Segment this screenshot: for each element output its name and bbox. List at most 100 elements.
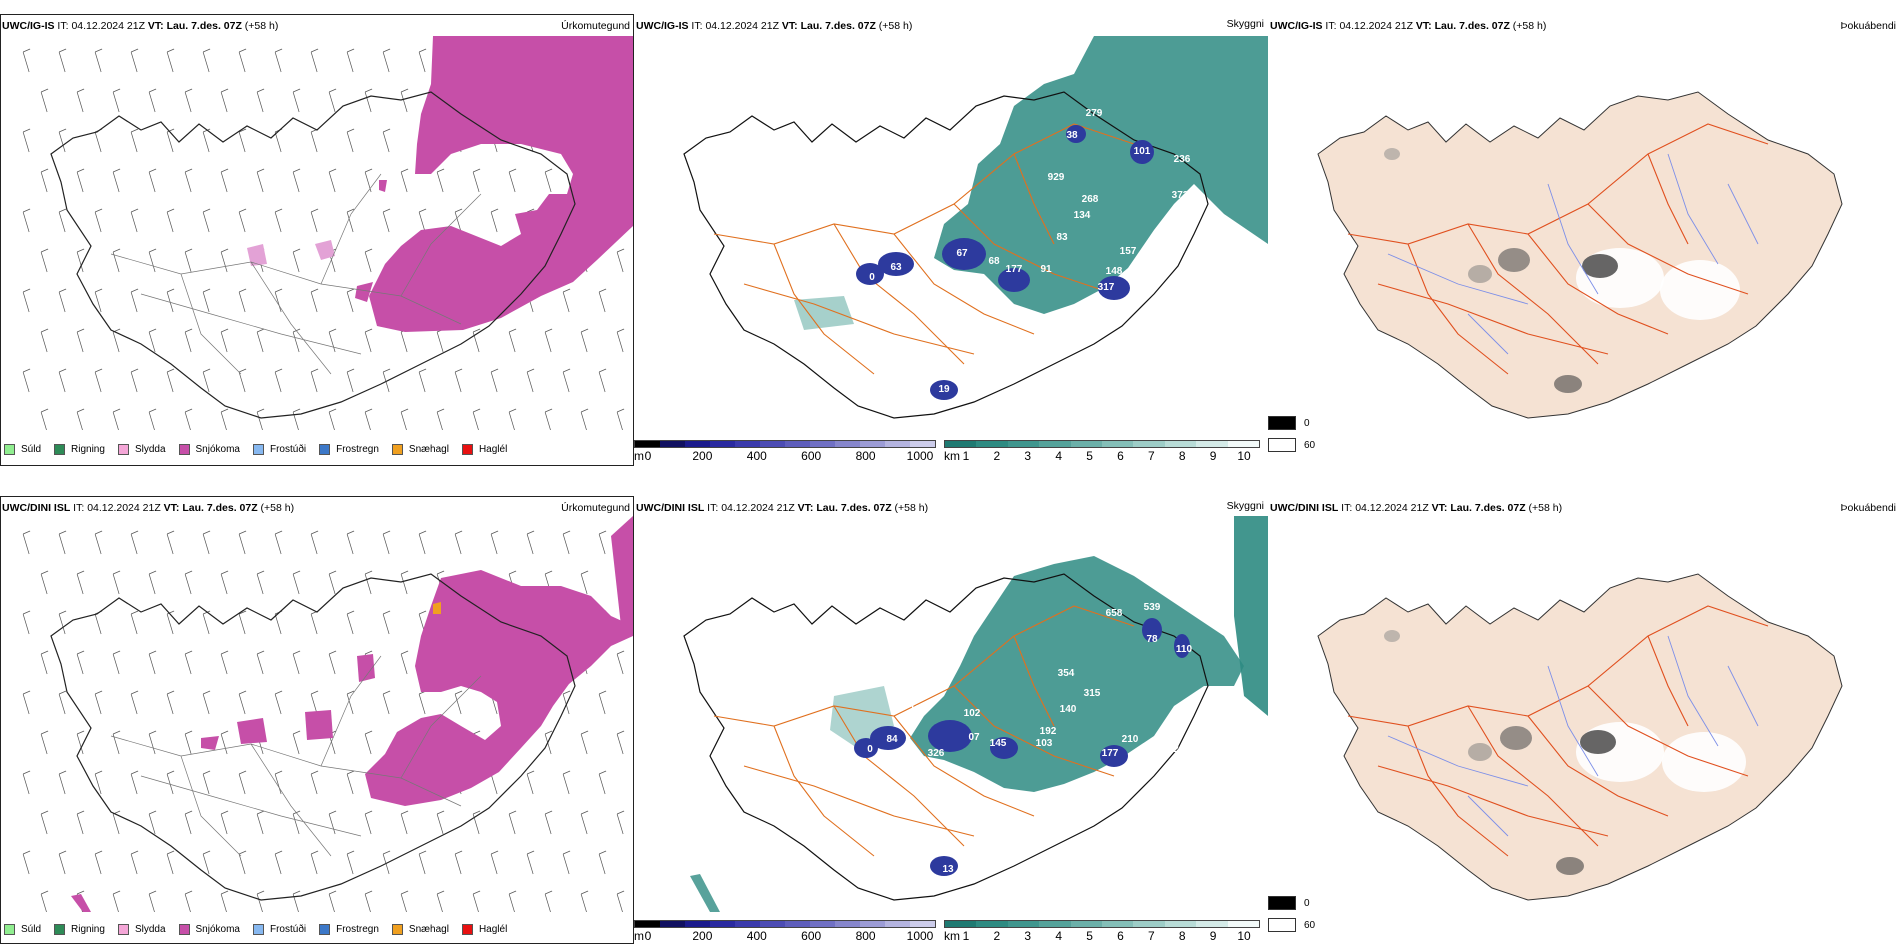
wind-barb [328,328,337,353]
legend-label: Rigning [71,924,105,935]
legend-label: Snjókoma [195,924,240,935]
wind-barb [256,890,265,912]
vt-value: Lau. 7.des. 07Z [1434,20,1510,32]
legend-item: Frostregn [319,444,379,455]
colorbar-cell [810,921,835,927]
height-colorbar-bottom: m 0 200 400 600 800 1000 [634,916,944,946]
wind-barb [346,690,355,715]
wind-barb [562,530,571,555]
fog-legend-row: 0 [1268,892,1315,914]
wind-barb [184,408,193,430]
wind-barb [220,168,229,193]
wind-barb [346,128,355,153]
wind-barb [580,810,589,835]
cloud-base-label: 148 [1106,266,1123,277]
wind-barb [130,770,139,795]
wind-barb [346,770,355,795]
wind-barb [130,48,139,73]
fog-legend-label: 60 [1304,919,1316,931]
colorbar-cell [910,921,935,927]
wind-barb [562,288,571,313]
wind-barb [76,168,85,193]
colorbar-tick-label: 3 [1024,929,1032,943]
river-lines [1387,153,1759,355]
model-name: UWC/DINI ISL [1270,502,1339,514]
wind-barb [22,850,31,875]
it-value: 04.12.2024 21Z [1355,502,1429,514]
wind-barb [310,208,319,233]
wind-barb [292,730,301,755]
wind-barb [598,288,607,313]
colorbar-cell [1196,921,1228,927]
panel-title: Þokuábendi [1840,20,1896,32]
wind-barb [148,248,157,273]
fog-legend-top: 0 60 [1268,412,1315,456]
fog-blobs [1384,148,1740,393]
cloud-base-label: 279 [1086,108,1103,119]
cloud-base-label: 140 [1060,704,1077,715]
wind-barb [112,248,121,273]
wind-barb [364,890,373,912]
snow-patch [357,654,375,682]
wind-barb [22,48,31,73]
wind-barb [526,850,535,875]
legend-item: Snæhagl [391,444,449,455]
wind-barb [256,88,265,113]
panel-title: Þokuábendi [1840,502,1896,514]
cloud-base-label: 524 [1168,744,1185,755]
wind-barb [364,328,373,353]
colorbar-cell [1133,441,1165,447]
wind-barb [184,890,193,912]
colorbar-tick-label: 5 [1086,929,1093,943]
cloud-base-label: 78 [1146,634,1158,645]
colorbar-tick-label: 9 [1209,929,1217,943]
snow-patch [201,736,219,750]
wind-barb [22,770,31,795]
colorbar-cell [635,441,660,447]
colorbar-tick-label: 5 [1086,449,1093,463]
cloud-base-label: 145 [990,738,1007,749]
wind-barb [40,650,49,675]
it-label: IT: [691,20,703,32]
wind-barb [436,408,445,430]
wind-barb [400,810,409,835]
wind-barb [58,690,67,715]
vt-label: VT: [781,20,798,32]
colorbar-tick-label: 7 [1147,929,1155,943]
fog-legend-row: 0 [1268,412,1315,434]
wind-barb [148,890,157,912]
wind-barb [238,690,247,715]
wind-barb [184,730,193,755]
wind-barb [616,408,625,430]
colorbar-cell [710,441,735,447]
legend-label: Snæhagl [408,444,449,455]
colorbar-cell [1227,921,1260,927]
cloud-base-label: 177 [1006,264,1023,275]
wind-barb [166,850,175,875]
wind-barb [220,248,229,273]
colorbar-tick-label: 800 [855,449,876,463]
wind-barb [418,530,427,555]
wind-barb [202,530,211,555]
wind-barb [364,810,373,835]
wind-barb [256,408,265,430]
wind-barb [616,890,625,912]
legend-label: Súld [21,924,42,935]
wind-barb [58,208,67,233]
colorbar-tick-label: 1 [962,929,970,943]
wind-barb [328,168,337,193]
wind-barb [76,408,85,430]
wind-barb [40,730,49,755]
wind-barb [382,128,391,153]
wind-barb [454,850,463,875]
colorbar-cell [945,441,977,447]
wind-barb [292,248,301,273]
wind-barb [148,650,157,675]
wind-barb [346,48,355,73]
cloud-base-label: 07 [968,732,980,743]
wind-barb [130,368,139,393]
colorbar-tick-label: 800 [855,929,876,943]
wind-barb [544,890,553,912]
wind-barb [598,690,607,715]
